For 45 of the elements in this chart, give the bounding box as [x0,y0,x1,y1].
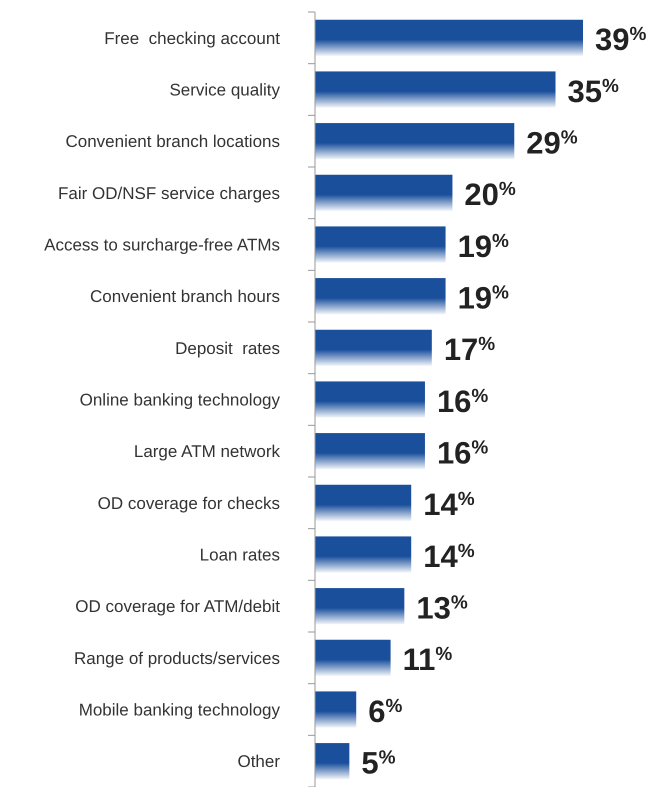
y-tick-label: Range of products/services [74,648,280,668]
y-tick-label: Other [237,752,280,772]
data-label: 13$^{%}$ [416,590,468,626]
bar [315,174,452,211]
data-label: 14$^{%}$ [423,538,475,574]
y-tick-label: Deposit rates [175,338,280,358]
bar [315,484,412,521]
data-label: 19$^{%}$ [458,228,510,264]
bar [315,640,391,676]
y-tick-label: Convenient branch hours [90,287,280,306]
data-label: 14$^{%}$ [423,487,475,522]
bar [315,691,356,728]
y-tick-label: Access to surcharge-free ATMs [44,235,280,254]
data-label: 11$^{%}$ [402,642,452,678]
y-tick-label: Mobile banking technology [78,700,280,720]
y-tick-label: Free checking account [104,28,280,48]
bar [315,743,350,780]
data-label: 6$^{%}$ [368,694,402,729]
data-label: 29$^{%}$ [526,126,578,161]
y-tick-label: Online banking technology [80,390,280,410]
data-label: 19$^{%}$ [458,280,510,316]
data-label: 35$^{%}$ [568,74,619,109]
data-label: 17$^{%}$ [444,332,496,368]
y-tick-label: Fair OD/NSF service charges [58,184,280,203]
bar [315,433,425,470]
y-tick-label: Large ATM network [134,442,280,462]
y-tick-label: Convenient branch locations [65,132,280,152]
bar [315,278,446,314]
bar [315,123,514,160]
y-tick-label: Service quality [169,80,280,100]
data-label: 16$^{%}$ [436,384,488,419]
bar [315,381,425,418]
bar [315,20,583,56]
data-label: 16$^{%}$ [436,436,488,471]
bar [315,71,556,108]
bar [315,330,432,366]
data-label: 5$^{%}$ [361,746,396,781]
y-tick-label: OD coverage for checks [98,494,280,513]
y-tick-label: OD coverage for ATM/debit [75,597,280,616]
bar [315,226,446,263]
bar [315,588,404,624]
data-label: 20$^{%}$ [464,177,516,212]
bar [315,536,412,573]
y-tick-label: Loan rates [200,545,280,564]
data-label: 39$^{%}$ [595,22,646,58]
